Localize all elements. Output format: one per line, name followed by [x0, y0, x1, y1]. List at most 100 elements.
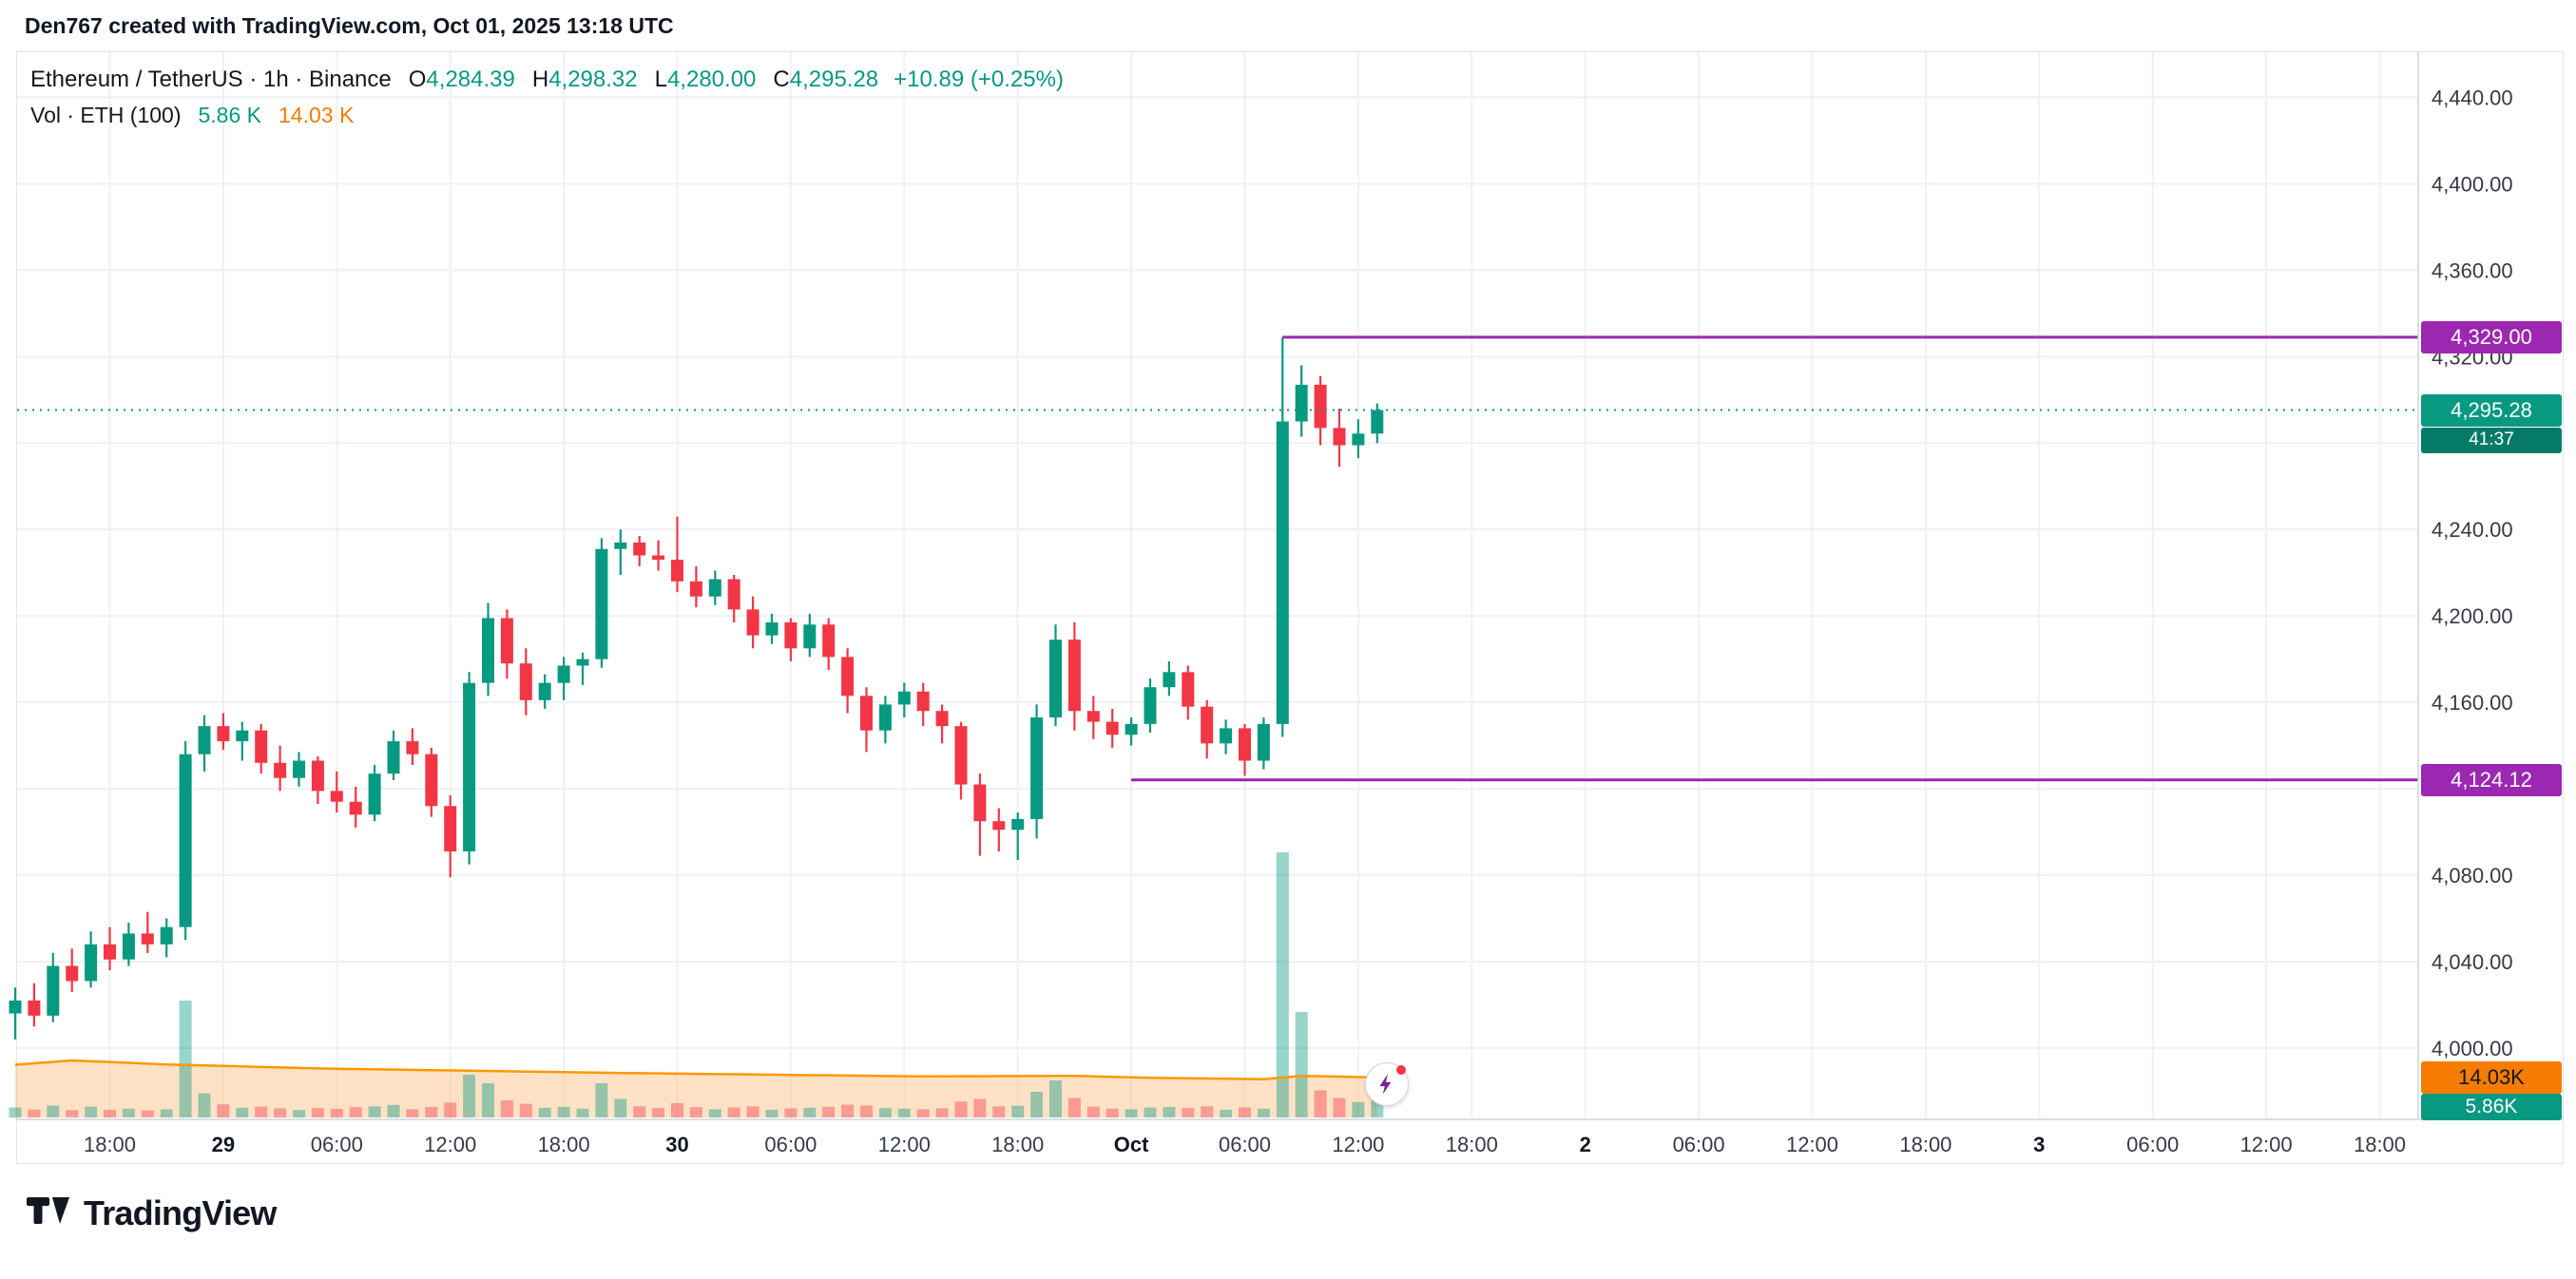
- volume-bar: [179, 1001, 192, 1117]
- price-axis-label: 4,200.00: [2432, 604, 2513, 628]
- candle-body: [1125, 723, 1138, 735]
- volume-bar: [746, 1106, 759, 1117]
- volume-bar: [104, 1109, 116, 1117]
- candle-body: [1182, 672, 1195, 707]
- price-change: +10.89 (+0.25%): [894, 67, 1064, 92]
- volume-bar: [406, 1109, 419, 1117]
- candle-body: [689, 581, 702, 597]
- candle-body: [841, 657, 855, 697]
- volume-bar: [1049, 1080, 1062, 1117]
- volume-bar: [784, 1108, 798, 1117]
- candle-body: [179, 754, 192, 927]
- chart-card: [16, 51, 2564, 1164]
- candle-body: [28, 1000, 41, 1016]
- chart-caption: Den767 created with TradingView.com, Oct…: [25, 13, 674, 38]
- badge-level-low: 4,124.12: [2421, 763, 2562, 796]
- candle-body: [1352, 433, 1365, 446]
- volume-bar: [878, 1108, 892, 1117]
- volume-ma-value: 14.03 K: [279, 103, 355, 127]
- ohlc-open: O4,284.39: [408, 67, 515, 92]
- symbol-title[interactable]: Ethereum / TetherUS · 1h · Binance: [30, 67, 392, 92]
- volume-bar: [66, 1110, 79, 1117]
- price-axis-label: 4,080.00: [2432, 864, 2513, 888]
- candle-body: [85, 944, 98, 982]
- chart-canvas[interactable]: 4,440.004,400.004,360.004,320.004,240.00…: [0, 0, 2576, 1188]
- candle-body: [330, 791, 343, 802]
- volume-bar: [689, 1107, 702, 1117]
- price-axis-label: 4,360.00: [2432, 258, 2513, 282]
- candle-body: [1105, 721, 1119, 735]
- price-axis-label: 4,160.00: [2432, 691, 2513, 715]
- candle-body: [349, 801, 362, 815]
- candle-body: [916, 691, 930, 712]
- symbol-legend[interactable]: Ethereum / TetherUS · 1h · Binance O4,28…: [30, 67, 1064, 93]
- candle-body: [198, 726, 211, 754]
- candle-body: [708, 579, 721, 597]
- badge-countdown: 41:37: [2421, 427, 2562, 453]
- candle-body: [1049, 640, 1062, 718]
- candle-body: [293, 760, 305, 778]
- volume-bar: [1314, 1090, 1327, 1117]
- ohlc-high: H4,298.32: [531, 67, 638, 92]
- candle-body: [425, 754, 438, 807]
- time-axis-label: 06:00: [2126, 1133, 2179, 1156]
- lightning-icon: [1379, 1074, 1392, 1095]
- volume-bar: [85, 1106, 98, 1117]
- volume-bar: [311, 1108, 324, 1117]
- time-axis-label: 30: [665, 1133, 688, 1156]
- candle-body: [992, 821, 1006, 830]
- candle-body: [878, 704, 892, 731]
- volume-bar: [1182, 1108, 1195, 1117]
- volume-bar: [330, 1109, 343, 1117]
- time-axis-label: 06:00: [1673, 1133, 1725, 1156]
- candle-body: [1276, 421, 1289, 724]
- ohlc-close: C4,295.28: [773, 67, 879, 92]
- candle-body: [746, 609, 759, 636]
- candle-body: [104, 944, 116, 960]
- candle-body: [633, 542, 646, 556]
- candle-body: [1011, 818, 1025, 830]
- time-axis-label: 18:00: [84, 1133, 136, 1156]
- volume-bar: [652, 1108, 665, 1117]
- volume-bar: [557, 1106, 570, 1117]
- volume-bar: [387, 1104, 400, 1117]
- volume-bar: [1067, 1098, 1081, 1117]
- volume-bar: [1105, 1108, 1119, 1117]
- volume-bar: [1333, 1098, 1346, 1117]
- volume-bar: [482, 1083, 494, 1117]
- candle-body: [9, 1000, 22, 1014]
- quick-trade-button[interactable]: [1365, 1062, 1409, 1106]
- volume-ma-area: [15, 1060, 1377, 1117]
- volume-current-value: 5.86 K: [198, 103, 262, 127]
- candle-body: [1201, 706, 1214, 744]
- volume-bar: [727, 1107, 740, 1117]
- time-axis-label: 18:00: [1899, 1133, 1951, 1156]
- volume-bar: [1030, 1092, 1044, 1117]
- candle-body: [368, 773, 381, 815]
- candle-body: [160, 926, 173, 945]
- notification-dot: [1396, 1065, 1406, 1075]
- volume-bar: [293, 1110, 305, 1117]
- price-axis-label: 4,040.00: [2432, 950, 2513, 974]
- candle-body: [1220, 728, 1233, 744]
- time-axis-label: 12:00: [878, 1133, 931, 1156]
- price-axis-label: 4,400.00: [2432, 172, 2513, 196]
- candle-body: [538, 682, 551, 700]
- volume-bar: [841, 1104, 855, 1117]
- tradingview-logo-icon[interactable]: [27, 1195, 70, 1231]
- candle-body: [614, 542, 627, 549]
- volume-bar: [992, 1106, 1006, 1117]
- price-axis-label: 4,240.00: [2432, 518, 2513, 542]
- candle-body: [66, 965, 79, 982]
- volume-bar: [236, 1107, 249, 1117]
- volume-indicator-title[interactable]: Vol · ETH (100): [30, 103, 182, 127]
- volume-bar: [500, 1100, 513, 1117]
- volume-bar: [47, 1105, 60, 1117]
- volume-bar: [954, 1101, 968, 1117]
- time-axis-label: 18:00: [1446, 1133, 1498, 1156]
- volume-bar: [765, 1109, 779, 1117]
- volume-legend[interactable]: Vol · ETH (100) 5.86 K 14.03 K: [30, 103, 354, 128]
- volume-bar: [1086, 1106, 1100, 1117]
- volume-bar: [1163, 1106, 1176, 1117]
- tradingview-wordmark[interactable]: TradingView: [84, 1193, 277, 1232]
